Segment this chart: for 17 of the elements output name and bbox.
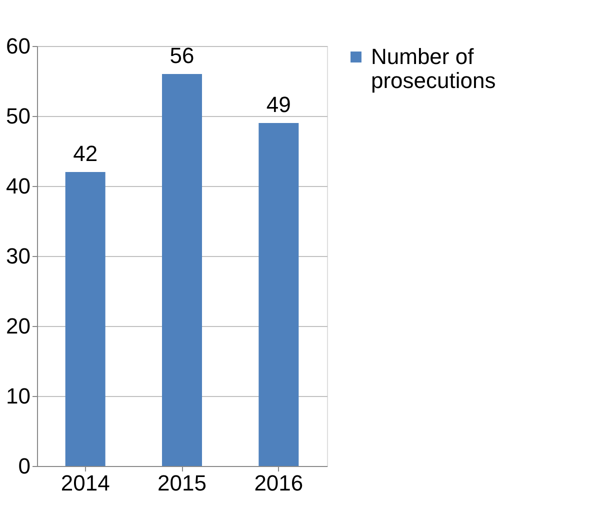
y-tick-label: 0 bbox=[18, 454, 30, 478]
y-tick-label: 30 bbox=[6, 244, 30, 268]
x-tick-label: 2014 bbox=[60, 470, 110, 496]
y-tick-label: 50 bbox=[6, 104, 30, 128]
x-tick-label: 2015 bbox=[158, 470, 206, 496]
y-tick-label: 10 bbox=[6, 384, 30, 408]
y-tick-label: 60 bbox=[6, 34, 30, 58]
bar bbox=[258, 123, 299, 466]
data-label: 42 bbox=[73, 141, 98, 166]
bar bbox=[162, 74, 202, 466]
y-tick-label: 20 bbox=[6, 314, 30, 338]
y-tick-label: 40 bbox=[6, 174, 30, 198]
data-label: 49 bbox=[266, 92, 291, 117]
x-tick-label: 2016 bbox=[254, 470, 304, 496]
legend-label: Number of prosecutions bbox=[371, 44, 496, 93]
data-label: 56 bbox=[170, 43, 194, 68]
bar bbox=[65, 172, 106, 466]
